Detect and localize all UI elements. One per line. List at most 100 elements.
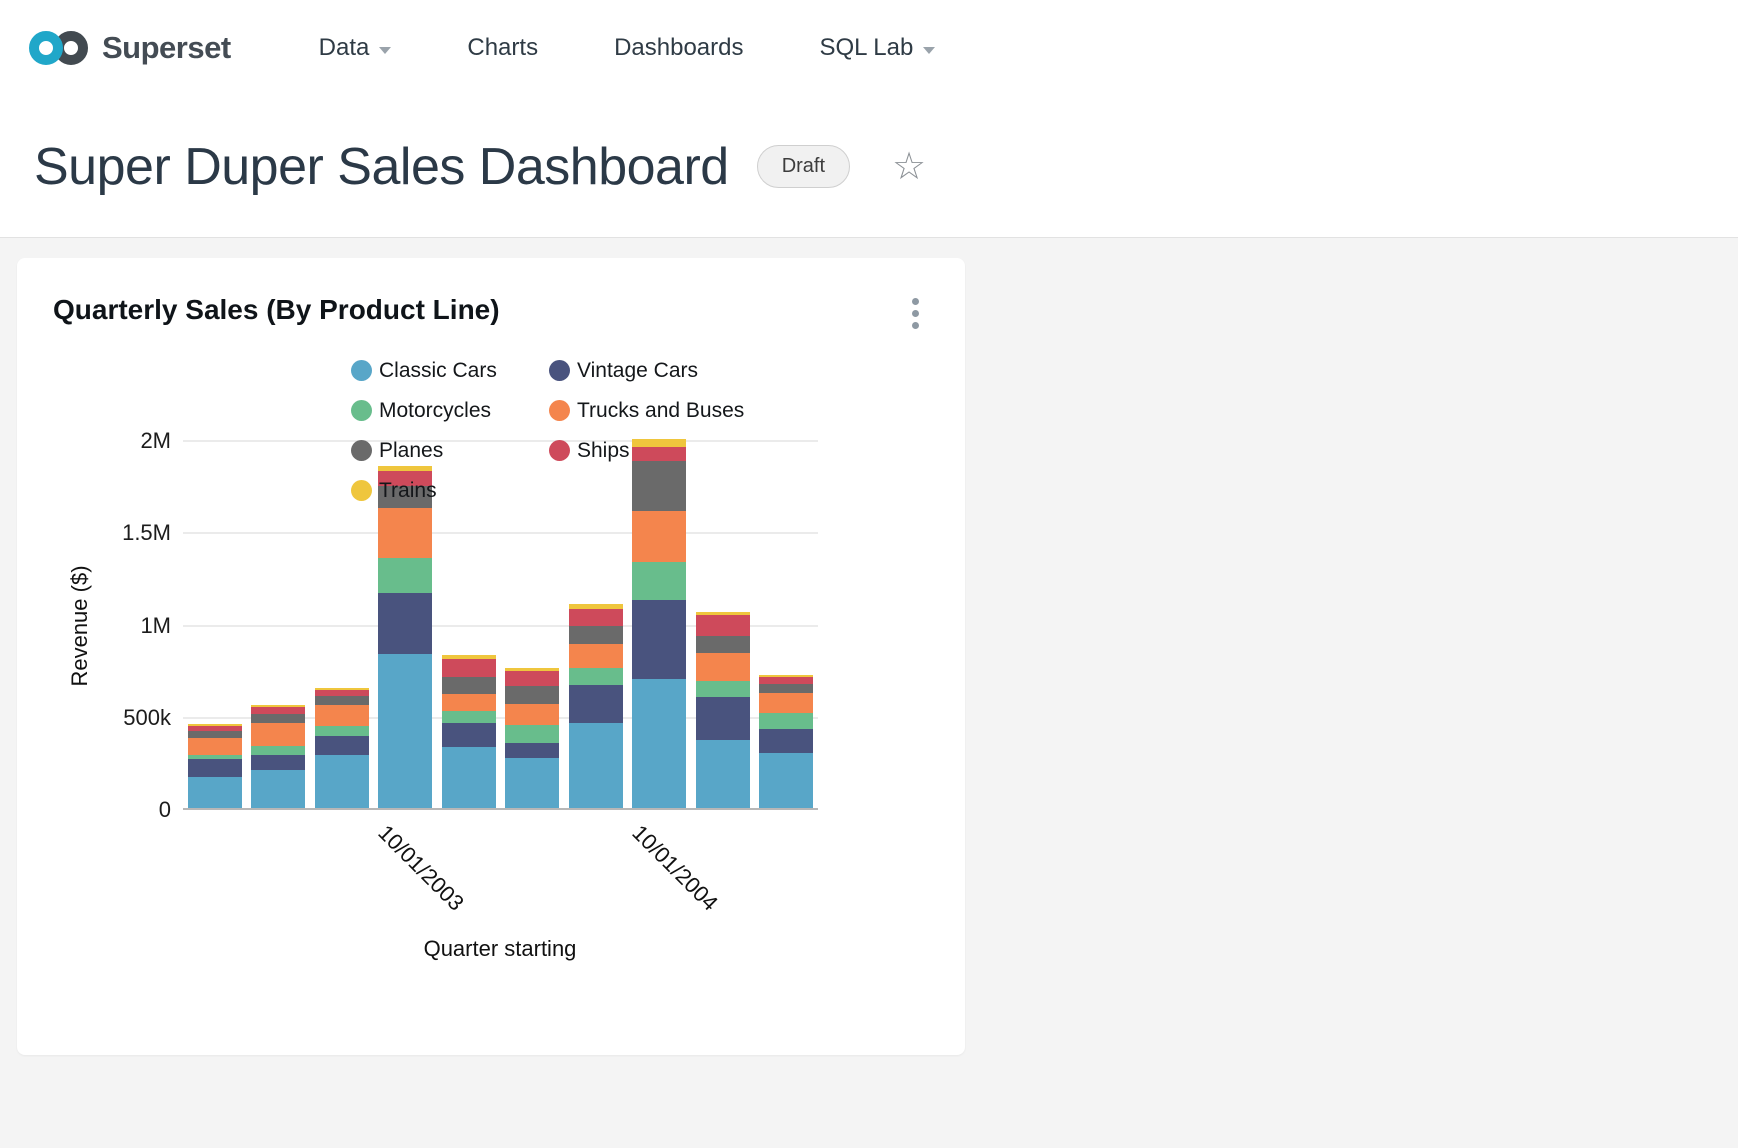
bar-segment-classic-cars[interactable] [187, 776, 242, 808]
bar-segment-trucks-and-buses[interactable] [251, 723, 306, 747]
bar-segment-trucks-and-buses[interactable] [378, 508, 433, 559]
bar-segment-trucks-and-buses[interactable] [505, 703, 560, 725]
bar-segment-trucks-and-buses[interactable] [314, 704, 369, 726]
bar-segment-motorcycles[interactable] [187, 754, 242, 760]
bar-segment-classic-cars[interactable] [695, 739, 750, 808]
bar-segment-vintage-cars[interactable] [251, 754, 306, 771]
top-navbar: Superset Data Charts Dashboards SQL Lab [0, 0, 1738, 96]
bar-segment-ships[interactable] [378, 471, 433, 487]
bar-segment-motorcycles[interactable] [759, 713, 814, 729]
bar-segment-motorcycles[interactable] [632, 561, 687, 600]
nav-item-data[interactable]: Data [319, 34, 392, 62]
bar-segment-vintage-cars[interactable] [632, 599, 687, 679]
bar-segment-vintage-cars[interactable] [568, 685, 623, 724]
bar-segment-trains[interactable] [378, 465, 433, 472]
bar-stack-04/01/2004[interactable] [505, 667, 560, 808]
nav-item-dashboards[interactable]: Dashboards [614, 34, 743, 62]
legend-item-vintage-cars[interactable]: Vintage Cars [549, 359, 744, 382]
bar-segment-ships[interactable] [759, 677, 814, 685]
bar-segment-planes[interactable] [251, 713, 306, 724]
bar-segment-trucks-and-buses[interactable] [568, 643, 623, 668]
chart-menu-kebab-icon[interactable] [908, 294, 923, 333]
bar-segment-trucks-and-buses[interactable] [759, 692, 814, 713]
bar-segment-trains[interactable] [568, 604, 623, 609]
bar-segment-motorcycles[interactable] [378, 558, 433, 594]
legend-item-ships[interactable]: Ships [549, 439, 744, 462]
bar-segment-trains[interactable] [695, 611, 750, 616]
bar-segment-classic-cars[interactable] [441, 747, 496, 808]
bar-stack-04/01/2003[interactable] [251, 704, 306, 808]
bar-segment-trucks-and-buses[interactable] [632, 510, 687, 562]
bar-segment-motorcycles[interactable] [441, 711, 496, 724]
bar-segment-trains[interactable] [251, 704, 306, 707]
bar-segment-classic-cars[interactable] [505, 758, 560, 808]
nav-item-sql-lab[interactable]: SQL Lab [819, 34, 936, 62]
bar-segment-trucks-and-buses[interactable] [695, 653, 750, 681]
legend-item-trucks-and-buses[interactable]: Trucks and Buses [549, 399, 744, 422]
bar-stack-07/01/2003[interactable] [314, 688, 369, 808]
bar-segment-vintage-cars[interactable] [695, 697, 750, 740]
bar-segment-ships[interactable] [632, 447, 687, 462]
bar-segment-vintage-cars[interactable] [314, 736, 369, 755]
bar-segment-ships[interactable] [695, 615, 750, 637]
bar-segment-planes[interactable] [695, 636, 750, 654]
bar-segment-planes[interactable] [505, 686, 560, 704]
bar-segment-planes[interactable] [759, 684, 814, 693]
bar-segment-trucks-and-buses[interactable] [441, 693, 496, 712]
bar-stack-10/01/2004[interactable] [632, 439, 687, 808]
bar-segment-trains[interactable] [441, 654, 496, 659]
bar-segment-vintage-cars[interactable] [441, 723, 496, 748]
bar-segment-ships[interactable] [568, 608, 623, 627]
bar-segment-ships[interactable] [251, 706, 306, 714]
bar-segment-motorcycles[interactable] [505, 725, 560, 743]
bar-segment-trains[interactable] [632, 439, 687, 448]
bar-segment-planes[interactable] [187, 731, 242, 738]
bar-stack-01/01/2003[interactable] [187, 724, 242, 808]
legend-item-trains[interactable]: Trains [351, 479, 549, 502]
bar-segment-motorcycles[interactable] [568, 667, 623, 686]
bar-segment-planes[interactable] [441, 677, 496, 694]
bar-segment-classic-cars[interactable] [314, 754, 369, 808]
bar-segment-classic-cars[interactable] [759, 752, 814, 808]
legend-item-motorcycles[interactable]: Motorcycles [351, 399, 549, 422]
bar-segment-vintage-cars[interactable] [378, 593, 433, 654]
bar-segment-ships[interactable] [187, 725, 242, 732]
legend-dot-icon [351, 360, 372, 381]
bar-segment-ships[interactable] [441, 658, 496, 678]
bar-segment-motorcycles[interactable] [314, 725, 369, 737]
bar-segment-motorcycles[interactable] [695, 680, 750, 698]
bar-segment-planes[interactable] [632, 461, 687, 511]
bar-segment-trains[interactable] [314, 688, 369, 690]
bar-segment-ships[interactable] [314, 689, 369, 697]
favorite-star-icon[interactable]: ☆ [892, 145, 927, 188]
bar-segment-classic-cars[interactable] [251, 770, 306, 808]
bar-stack-04/01/2005[interactable] [759, 675, 814, 808]
plot-area [183, 439, 818, 810]
bar-segment-planes[interactable] [314, 696, 369, 705]
bar-segment-trains[interactable] [505, 667, 560, 671]
legend-item-classic-cars[interactable]: Classic Cars [351, 359, 549, 382]
bar-stack-10/01/2003[interactable] [378, 465, 433, 808]
superset-logo-icon [26, 28, 92, 68]
legend-item-planes[interactable]: Planes [351, 439, 549, 462]
bar-segment-trains[interactable] [187, 724, 242, 726]
bar-segment-vintage-cars[interactable] [187, 759, 242, 777]
bar-segment-classic-cars[interactable] [632, 678, 687, 808]
bar-stack-01/01/2004[interactable] [441, 654, 496, 808]
bar-stack-07/01/2004[interactable] [568, 604, 623, 808]
bar-segment-vintage-cars[interactable] [505, 742, 560, 759]
bar-segment-ships[interactable] [505, 670, 560, 687]
bar-segment-vintage-cars[interactable] [759, 728, 814, 753]
bar-segment-trucks-and-buses[interactable] [187, 737, 242, 755]
bar-segment-classic-cars[interactable] [568, 723, 623, 808]
bar-segment-planes[interactable] [568, 626, 623, 644]
bar-segment-trains[interactable] [759, 675, 814, 678]
nav-item-charts[interactable]: Charts [467, 34, 538, 62]
gridline [183, 716, 818, 719]
brand-name: Superset [102, 30, 231, 65]
bar-stack-01/01/2005[interactable] [695, 611, 750, 808]
bar-segment-classic-cars[interactable] [378, 653, 433, 808]
bar-segment-motorcycles[interactable] [251, 746, 306, 755]
superset-brand[interactable]: Superset [26, 28, 231, 68]
bar-segment-planes[interactable] [378, 486, 433, 509]
